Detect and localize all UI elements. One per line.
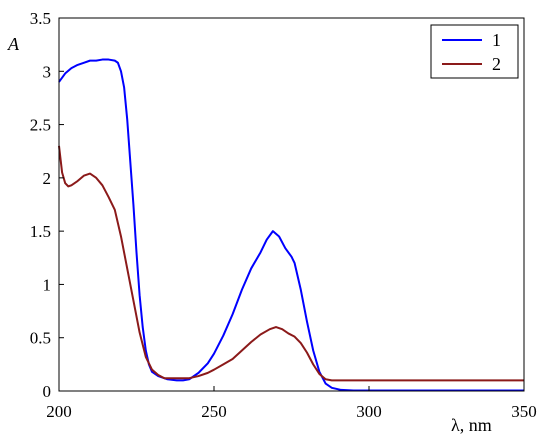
legend: 1 2 <box>430 24 519 79</box>
y-axis-label: A <box>7 34 20 54</box>
x-axis-label: λ, nm <box>451 415 492 435</box>
y-tick-label: 2.5 <box>30 116 51 135</box>
y-tick-label: 1.5 <box>30 222 51 241</box>
y-tick-label: 0.5 <box>30 329 51 348</box>
legend-box <box>430 24 519 79</box>
x-tick-label: 350 <box>511 402 537 421</box>
y-tick-label: 1 <box>43 275 52 294</box>
y-tick-label: 3 <box>43 62 52 81</box>
series-line-2 <box>58 145 524 382</box>
legend-label-series-2: 2 <box>492 54 501 74</box>
x-tick-label: 200 <box>46 402 72 421</box>
x-tick-label: 300 <box>356 402 382 421</box>
series-layer <box>58 58 524 392</box>
x-tick-label: 250 <box>201 402 227 421</box>
series-line-1 <box>58 58 524 392</box>
y-tick-label: 3.5 <box>30 9 51 28</box>
legend-label-series-1: 1 <box>492 30 501 50</box>
ticks-layer: 200 250 300 350 0 0.5 1 1.5 2 2.5 3 3.5 <box>30 9 537 421</box>
plot-frame <box>58 17 525 392</box>
y-tick-label: 2 <box>43 169 52 188</box>
y-tick-label: 0 <box>43 382 52 401</box>
